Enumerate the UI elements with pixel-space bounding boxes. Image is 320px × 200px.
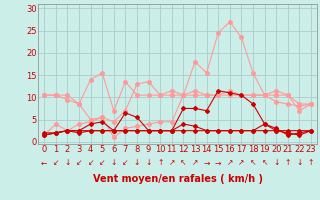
Text: ↗: ↗ (192, 158, 198, 167)
Text: ↙: ↙ (52, 158, 59, 167)
Text: →: → (204, 158, 210, 167)
Text: ↗: ↗ (227, 158, 233, 167)
Text: ↓: ↓ (111, 158, 117, 167)
Text: ↑: ↑ (284, 158, 291, 167)
X-axis label: Vent moyen/en rafales ( km/h ): Vent moyen/en rafales ( km/h ) (92, 174, 263, 184)
Text: ↓: ↓ (134, 158, 140, 167)
Text: →: → (215, 158, 221, 167)
Text: ↑: ↑ (308, 158, 314, 167)
Text: ↖: ↖ (261, 158, 268, 167)
Text: ↙: ↙ (87, 158, 94, 167)
Text: ↖: ↖ (250, 158, 256, 167)
Text: ↙: ↙ (122, 158, 129, 167)
Text: ←: ← (41, 158, 47, 167)
Text: ↙: ↙ (99, 158, 105, 167)
Text: ↙: ↙ (76, 158, 82, 167)
Text: ↓: ↓ (145, 158, 152, 167)
Text: ↓: ↓ (296, 158, 303, 167)
Text: ↓: ↓ (273, 158, 279, 167)
Text: ↗: ↗ (238, 158, 244, 167)
Text: ↗: ↗ (169, 158, 175, 167)
Text: ↖: ↖ (180, 158, 187, 167)
Text: ↑: ↑ (157, 158, 164, 167)
Text: ↓: ↓ (64, 158, 71, 167)
